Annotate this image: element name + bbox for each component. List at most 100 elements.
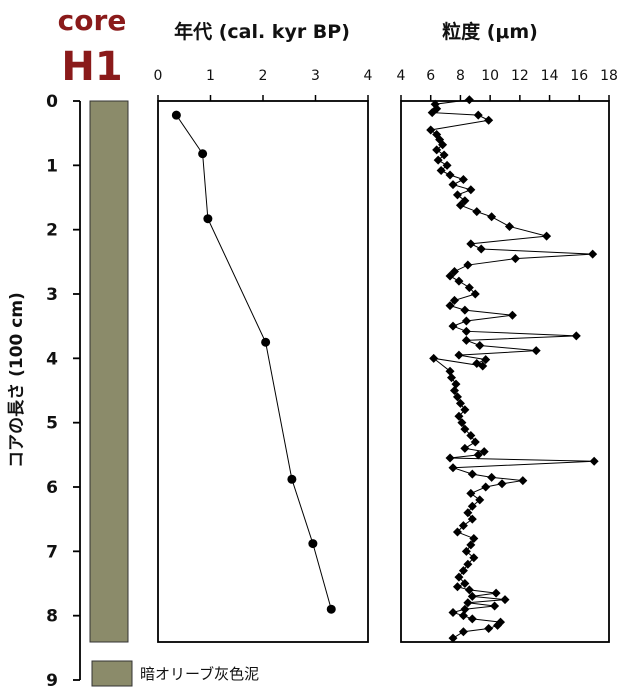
data-point [461,335,471,345]
data-point [427,108,437,118]
data-point [470,437,480,447]
data-point [478,361,488,371]
data-point [452,392,462,402]
data-point [479,447,489,457]
data-point [432,145,442,155]
data-point [470,289,480,299]
data-point [473,110,483,120]
data-point [449,295,459,305]
data-point [308,539,318,549]
age-panel-frame [157,100,369,643]
x-tick-label: 18 [600,68,618,84]
data-point [504,221,514,231]
grain-panel-title: 粒度 (μm) [442,20,538,43]
data-point [452,190,462,200]
data-point [452,527,462,537]
data-point [448,180,458,190]
data-point [458,627,468,637]
data-point [461,316,471,326]
data-point [448,607,458,617]
data-point [426,125,436,135]
data-point [571,331,581,341]
data-point [467,501,477,511]
data-point [457,418,467,428]
data-point [326,604,336,614]
legend-swatch [91,660,133,687]
data-point [467,469,477,479]
data-point [466,488,476,498]
legend-label: 暗オリーブ灰色泥 [140,665,259,683]
data-point [448,633,458,643]
x-tick-label: 6 [426,68,435,84]
data-point [452,582,462,592]
data-point [454,350,464,360]
core-label-line1: core [58,4,127,37]
data-point [464,95,474,105]
series-line [175,114,332,610]
data-point [466,185,476,195]
data-point [460,604,470,614]
data-point [481,355,491,365]
age-series [171,110,336,614]
depth-tick-label: 3 [46,285,58,305]
data-point [507,310,517,320]
data-point [475,495,485,505]
depth-tick-label: 0 [46,92,58,112]
data-point [467,614,477,624]
data-point [451,379,461,389]
data-point [445,170,455,180]
data-point [261,337,271,347]
data-point [487,212,497,222]
data-point [588,249,598,259]
core-column [89,100,129,643]
data-point [481,482,491,492]
x-tick-label: 10 [481,68,499,84]
data-point [475,340,485,350]
data-point [487,472,497,482]
data-point [287,474,297,484]
data-point [458,611,468,621]
data-point [467,591,477,601]
data-point [497,479,507,489]
data-point [454,572,464,582]
data-point [473,450,483,460]
data-point [436,165,446,175]
data-point [464,585,474,595]
x-tick-label: 1 [206,68,215,84]
data-point [461,546,471,556]
data-point [460,305,470,315]
depth-axis-label: コアの長さ (100 cm) [7,292,27,468]
data-point [484,624,494,634]
data-point [439,150,449,160]
data-point [463,598,473,608]
depth-tick-label: 2 [46,221,58,241]
data-point [455,200,465,210]
core-label-line2: H1 [61,44,122,90]
depth-tick-label: 7 [46,542,58,562]
x-tick-label: 0 [154,68,163,84]
data-point [445,453,455,463]
depth-tick-label: 9 [46,671,58,691]
data-point [464,283,474,293]
data-point [448,321,458,331]
data-point [448,463,458,473]
data-point [460,424,470,434]
x-tick-label: 12 [511,68,529,84]
x-tick-label: 4 [364,68,373,84]
data-point [466,431,476,441]
x-tick-label: 2 [259,68,268,84]
depth-tick-label: 6 [46,478,58,498]
x-tick-label: 4 [397,68,406,84]
data-point [442,160,452,170]
data-point [463,260,473,270]
data-point [460,579,470,588]
series-line [429,99,595,639]
data-point [463,559,473,569]
data-point [531,346,541,356]
data-point [476,244,486,254]
data-point [466,239,476,249]
age-axis-ticks: 0 1 2 3 4 [154,68,373,101]
data-point [466,540,476,550]
depth-axis-ticks: 0 1 2 3 4 5 6 7 8 9 [46,92,80,691]
